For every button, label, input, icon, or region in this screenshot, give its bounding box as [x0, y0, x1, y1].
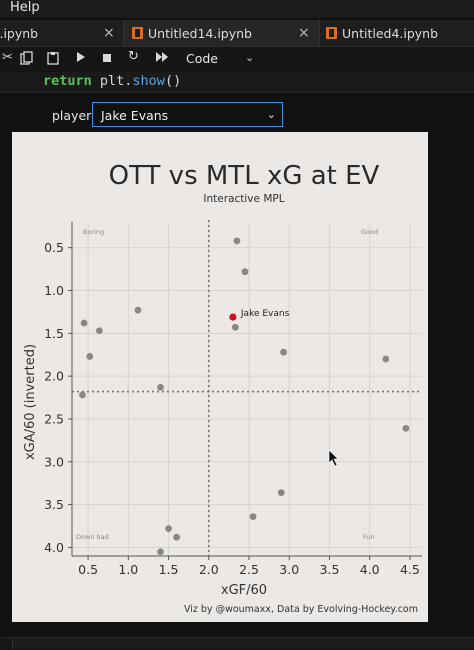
- highlight-label: Jake Evans: [240, 309, 290, 319]
- quadrant-label-bottom-right: Fun: [363, 533, 375, 541]
- quadrant-label-top-right: Good: [361, 228, 378, 236]
- x-tick-label: 2.5: [239, 562, 259, 577]
- data-point: [95, 327, 103, 335]
- data-point: [165, 525, 172, 532]
- menu-help[interactable]: Help: [10, 0, 40, 15]
- notebook-toolbar: ✂ ↻ Code ⌄: [0, 47, 474, 71]
- axis-layer: 0.5 1.0 1.5 2.0 2.5 3.0 3.5 4.0 4.5 0.5 1.0 1.5 2.0 2…: [44, 220, 422, 577]
- chevron-down-icon: ⌄: [266, 108, 276, 121]
- data-point: [157, 383, 164, 391]
- y-tick-label: 3.0: [44, 454, 64, 469]
- copy-icon[interactable]: [20, 51, 33, 69]
- y-tick-label: 3.5: [44, 497, 64, 512]
- chevron-down-icon[interactable]: ⌄: [245, 51, 255, 64]
- chart-credit: Viz by @woumaxx, Data by Evolving-Hockey…: [184, 604, 418, 615]
- y-tick-label: 1.5: [44, 326, 64, 341]
- mouse-cursor-icon: [328, 449, 339, 467]
- data-point: [402, 424, 410, 432]
- player-dropdown[interactable]: Jake Evans ⌄: [92, 102, 283, 127]
- y-tick-label: 1.0: [44, 283, 64, 298]
- data-point: [79, 391, 86, 399]
- tab-label: Untitled14.ipynb: [148, 26, 252, 41]
- data-point: [80, 319, 88, 327]
- code-text: (): [164, 73, 182, 89]
- tab-close-icon[interactable]: ×: [298, 25, 310, 41]
- data-point: [231, 323, 239, 331]
- next-cell[interactable]: [12, 639, 474, 649]
- notebook-icon: [132, 27, 143, 39]
- x-tick-label: 4.5: [400, 562, 420, 577]
- y-tick-label: 4.0: [44, 540, 64, 555]
- chart-subtitle: Interactive MPL: [203, 193, 284, 205]
- code-keyword: return: [43, 73, 92, 89]
- data-point: [249, 513, 257, 521]
- run-icon[interactable]: [76, 51, 86, 67]
- menubar: Help: [0, 0, 474, 18]
- tab-close-icon[interactable]: ×: [103, 25, 115, 41]
- tab-label: l.ipynb: [0, 26, 39, 41]
- y-tick-label: 2.5: [44, 411, 64, 426]
- x-tick-label: 3.0: [279, 562, 299, 577]
- tab-untitled4[interactable]: Untitled4.ipynb: [320, 20, 474, 46]
- x-tick-label: 1.0: [118, 562, 138, 577]
- data-point: [86, 353, 94, 360]
- y-tick-label: 2.0: [44, 369, 64, 384]
- fast-forward-icon[interactable]: [155, 51, 169, 67]
- tab-bar: l.ipynb × Untitled14.ipynb × Untitled4.i…: [0, 20, 474, 47]
- x-axis-label: xGF/60: [221, 583, 267, 598]
- tab-label: Untitled4.ipynb: [342, 26, 439, 41]
- restart-icon[interactable]: ↻: [128, 49, 139, 64]
- data-point: [134, 306, 142, 314]
- y-tick-label: 0.5: [44, 240, 64, 255]
- data-point: [233, 237, 241, 245]
- player-label: player: [52, 108, 92, 123]
- tab-notebook-1[interactable]: l.ipynb ×: [0, 20, 124, 46]
- y-axis-label: xGA/60 (inverted): [23, 344, 38, 460]
- data-point: [277, 489, 285, 497]
- paste-icon[interactable]: [47, 51, 59, 69]
- quadrant-label-bottom-left: Down bad: [76, 533, 109, 541]
- x-tick-label: 3.5: [320, 562, 340, 577]
- data-point: [382, 355, 390, 363]
- x-tick-label: 1.5: [159, 562, 179, 577]
- player-selected-value: Jake Evans: [101, 108, 169, 123]
- data-point: [280, 348, 288, 356]
- code-function: show: [132, 73, 165, 89]
- cut-icon[interactable]: ✂: [2, 50, 13, 65]
- data-point: [173, 533, 180, 541]
- data-point: [241, 268, 249, 276]
- cell-type-select[interactable]: Code: [186, 51, 219, 66]
- code-cell[interactable]: return plt.show(): [0, 72, 474, 93]
- x-tick-label: 4.0: [360, 562, 380, 577]
- point-layer: Jake Evans: [79, 237, 410, 556]
- code-line: return plt.show(): [43, 73, 181, 89]
- grid-layer: [72, 222, 422, 556]
- data-point: [157, 548, 164, 556]
- tab-untitled14[interactable]: Untitled14.ipynb ×: [124, 20, 320, 46]
- quadrant-label-top-left: Boring: [83, 228, 104, 236]
- chart-svg: 0.5 1.0 1.5 2.0 2.5 3.0 3.5 4.0 4.5 0.5 1.0 1.5 2.0 2…: [23, 161, 422, 615]
- highlight-point: [229, 313, 237, 321]
- x-tick-label: 2.0: [199, 562, 219, 577]
- x-tick-label: 0.5: [78, 562, 98, 577]
- code-text: plt.: [91, 73, 133, 89]
- chart-title: OTT vs MTL xG at EV: [109, 161, 380, 191]
- notebook-icon: [326, 27, 337, 39]
- scatter-chart: 0.5 1.0 1.5 2.0 2.5 3.0 3.5 4.0 4.5 0.5 1.0 1.5 2.0 2…: [12, 132, 428, 622]
- stop-icon[interactable]: [102, 52, 112, 67]
